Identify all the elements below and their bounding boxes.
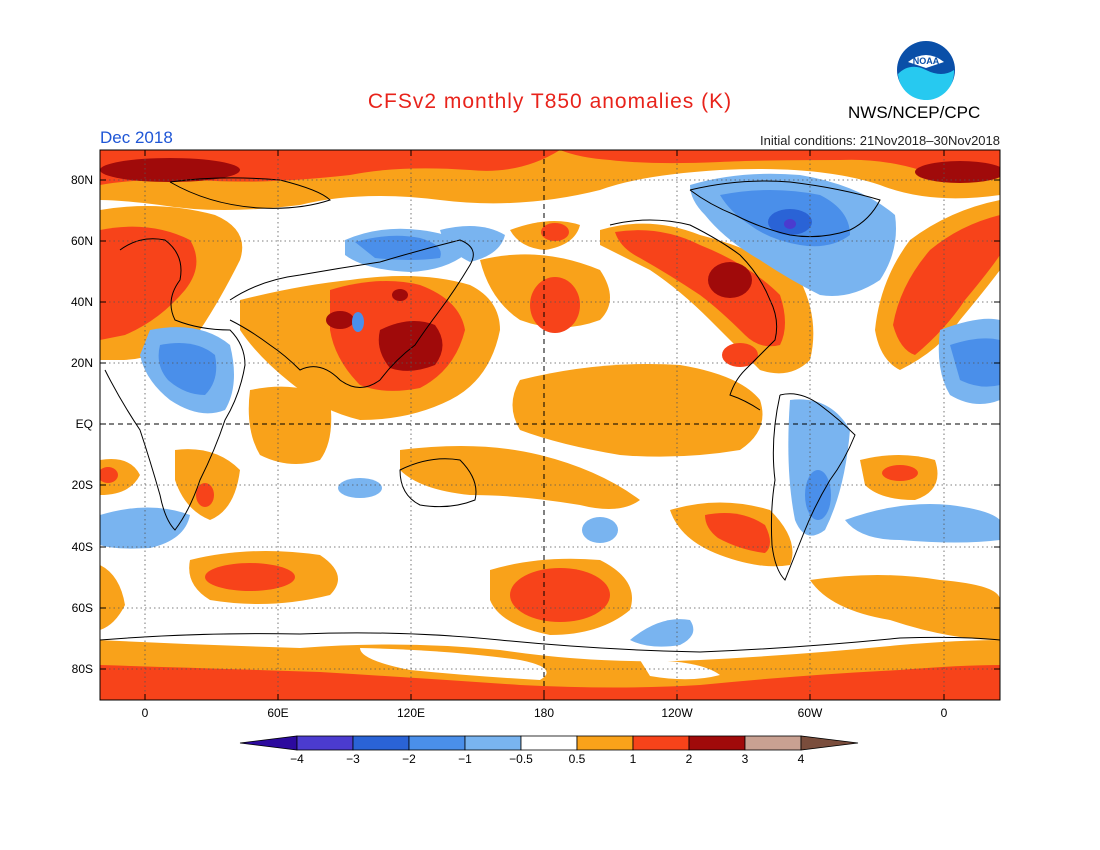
noaa-logo-text: NOAA bbox=[913, 56, 940, 66]
anomaly-region bbox=[100, 665, 1000, 700]
colorbar-label: 0.5 bbox=[569, 752, 586, 766]
colorbar-labels: −4 −3 −2 −1 −0.5 0.5 1 2 3 4 bbox=[290, 752, 805, 766]
anomaly-region bbox=[360, 648, 547, 680]
colorbar-label: −4 bbox=[290, 752, 304, 766]
anomaly-field bbox=[100, 150, 1000, 700]
lat-label: 60S bbox=[72, 601, 93, 615]
lat-label: 20N bbox=[71, 356, 93, 370]
anomaly-region bbox=[530, 277, 580, 333]
colorbar-swatch bbox=[296, 735, 354, 751]
colorbar-swatch bbox=[576, 735, 634, 751]
lon-label: 60W bbox=[798, 706, 823, 720]
colorbar-label: −1 bbox=[458, 752, 472, 766]
colorbar-swatch bbox=[520, 735, 578, 751]
anomaly-region bbox=[100, 158, 240, 182]
anomaly-region bbox=[512, 364, 763, 457]
initial-conditions: Initial conditions: 21Nov2018–30Nov2018 bbox=[760, 133, 1000, 148]
anomaly-region bbox=[950, 338, 1000, 387]
lat-label: EQ bbox=[76, 417, 93, 431]
noaa-logo: NOAA bbox=[897, 41, 955, 100]
lat-label: 80S bbox=[72, 662, 93, 676]
anomaly-region bbox=[326, 311, 354, 329]
anomaly-region bbox=[392, 289, 408, 301]
colorbar-swatch bbox=[352, 735, 410, 751]
anomaly-region bbox=[378, 321, 443, 371]
lat-label: 40S bbox=[72, 540, 93, 554]
anomaly-region bbox=[248, 386, 332, 464]
lon-label: 0 bbox=[941, 706, 948, 720]
anomaly-region bbox=[805, 470, 831, 520]
anomaly-region bbox=[845, 504, 1000, 543]
colorbar-label: −0.5 bbox=[509, 752, 533, 766]
organization-label: NWS/NCEP/CPC bbox=[848, 103, 981, 122]
anomaly-region bbox=[560, 150, 1000, 178]
anomaly-region bbox=[788, 399, 850, 536]
lon-label: 120E bbox=[397, 706, 425, 720]
graticule bbox=[100, 150, 1000, 700]
forecast-month: Dec 2018 bbox=[100, 128, 173, 147]
colorbar-arrow-left bbox=[239, 735, 298, 751]
map-title: CFSv2 monthly T850 anomalies (K) bbox=[367, 90, 733, 113]
colorbar-swatch bbox=[408, 735, 466, 751]
lat-label: 60N bbox=[71, 234, 93, 248]
colorbar bbox=[239, 735, 859, 751]
anomaly-region bbox=[400, 446, 640, 509]
lat-label: 20S bbox=[72, 478, 93, 492]
anomaly-region bbox=[705, 512, 770, 553]
anomaly-region bbox=[158, 342, 217, 395]
anomaly-region bbox=[893, 215, 1000, 355]
coastlines bbox=[100, 177, 1000, 653]
lat-label: 40N bbox=[71, 295, 93, 309]
anomaly-region bbox=[810, 575, 1000, 640]
lat-label: 80N bbox=[71, 173, 93, 187]
anomaly-region bbox=[882, 465, 918, 481]
latitude-labels: 80N 60N 40N 20N EQ 20S 40S 60S 80S bbox=[71, 173, 93, 676]
colorbar-label: 3 bbox=[742, 752, 749, 766]
colorbar-arrow-right bbox=[800, 735, 859, 751]
anomaly-region bbox=[722, 343, 758, 367]
anomaly-region bbox=[352, 312, 364, 332]
lon-label: 0 bbox=[142, 706, 149, 720]
anomaly-region bbox=[100, 565, 125, 630]
colorbar-label: −3 bbox=[346, 752, 360, 766]
lon-label: 120W bbox=[661, 706, 693, 720]
colorbar-label: −2 bbox=[402, 752, 416, 766]
anomaly-region bbox=[100, 467, 118, 483]
lon-label: 180 bbox=[534, 706, 554, 720]
anomaly-region bbox=[784, 219, 796, 229]
lon-label: 60E bbox=[267, 706, 288, 720]
colorbar-swatch bbox=[632, 735, 690, 751]
map-frame bbox=[99, 149, 1001, 701]
anomaly-region bbox=[440, 226, 505, 262]
longitude-labels: 0 60E 120E 180 120W 60W 0 bbox=[142, 706, 948, 720]
axis-ticks bbox=[100, 150, 1000, 700]
anomaly-region bbox=[708, 262, 752, 298]
colorbar-label: 1 bbox=[630, 752, 637, 766]
colorbar-label: 4 bbox=[798, 752, 805, 766]
anomaly-region bbox=[196, 483, 214, 507]
anomaly-region bbox=[100, 226, 197, 340]
colorbar-swatch bbox=[744, 735, 802, 751]
anomaly-region bbox=[640, 660, 720, 680]
anomaly-region bbox=[630, 619, 694, 647]
anomaly-region bbox=[510, 568, 610, 622]
colorbar-swatch bbox=[688, 735, 746, 751]
anomaly-region bbox=[915, 161, 1000, 183]
colorbar-swatch bbox=[464, 735, 522, 751]
colorbar-label: 2 bbox=[686, 752, 693, 766]
anomaly-region bbox=[615, 230, 785, 347]
anomaly-region bbox=[205, 563, 295, 591]
anomaly-region bbox=[541, 223, 569, 241]
anomaly-region bbox=[338, 478, 382, 498]
anomaly-region bbox=[582, 517, 618, 543]
anomaly-region bbox=[355, 235, 441, 260]
